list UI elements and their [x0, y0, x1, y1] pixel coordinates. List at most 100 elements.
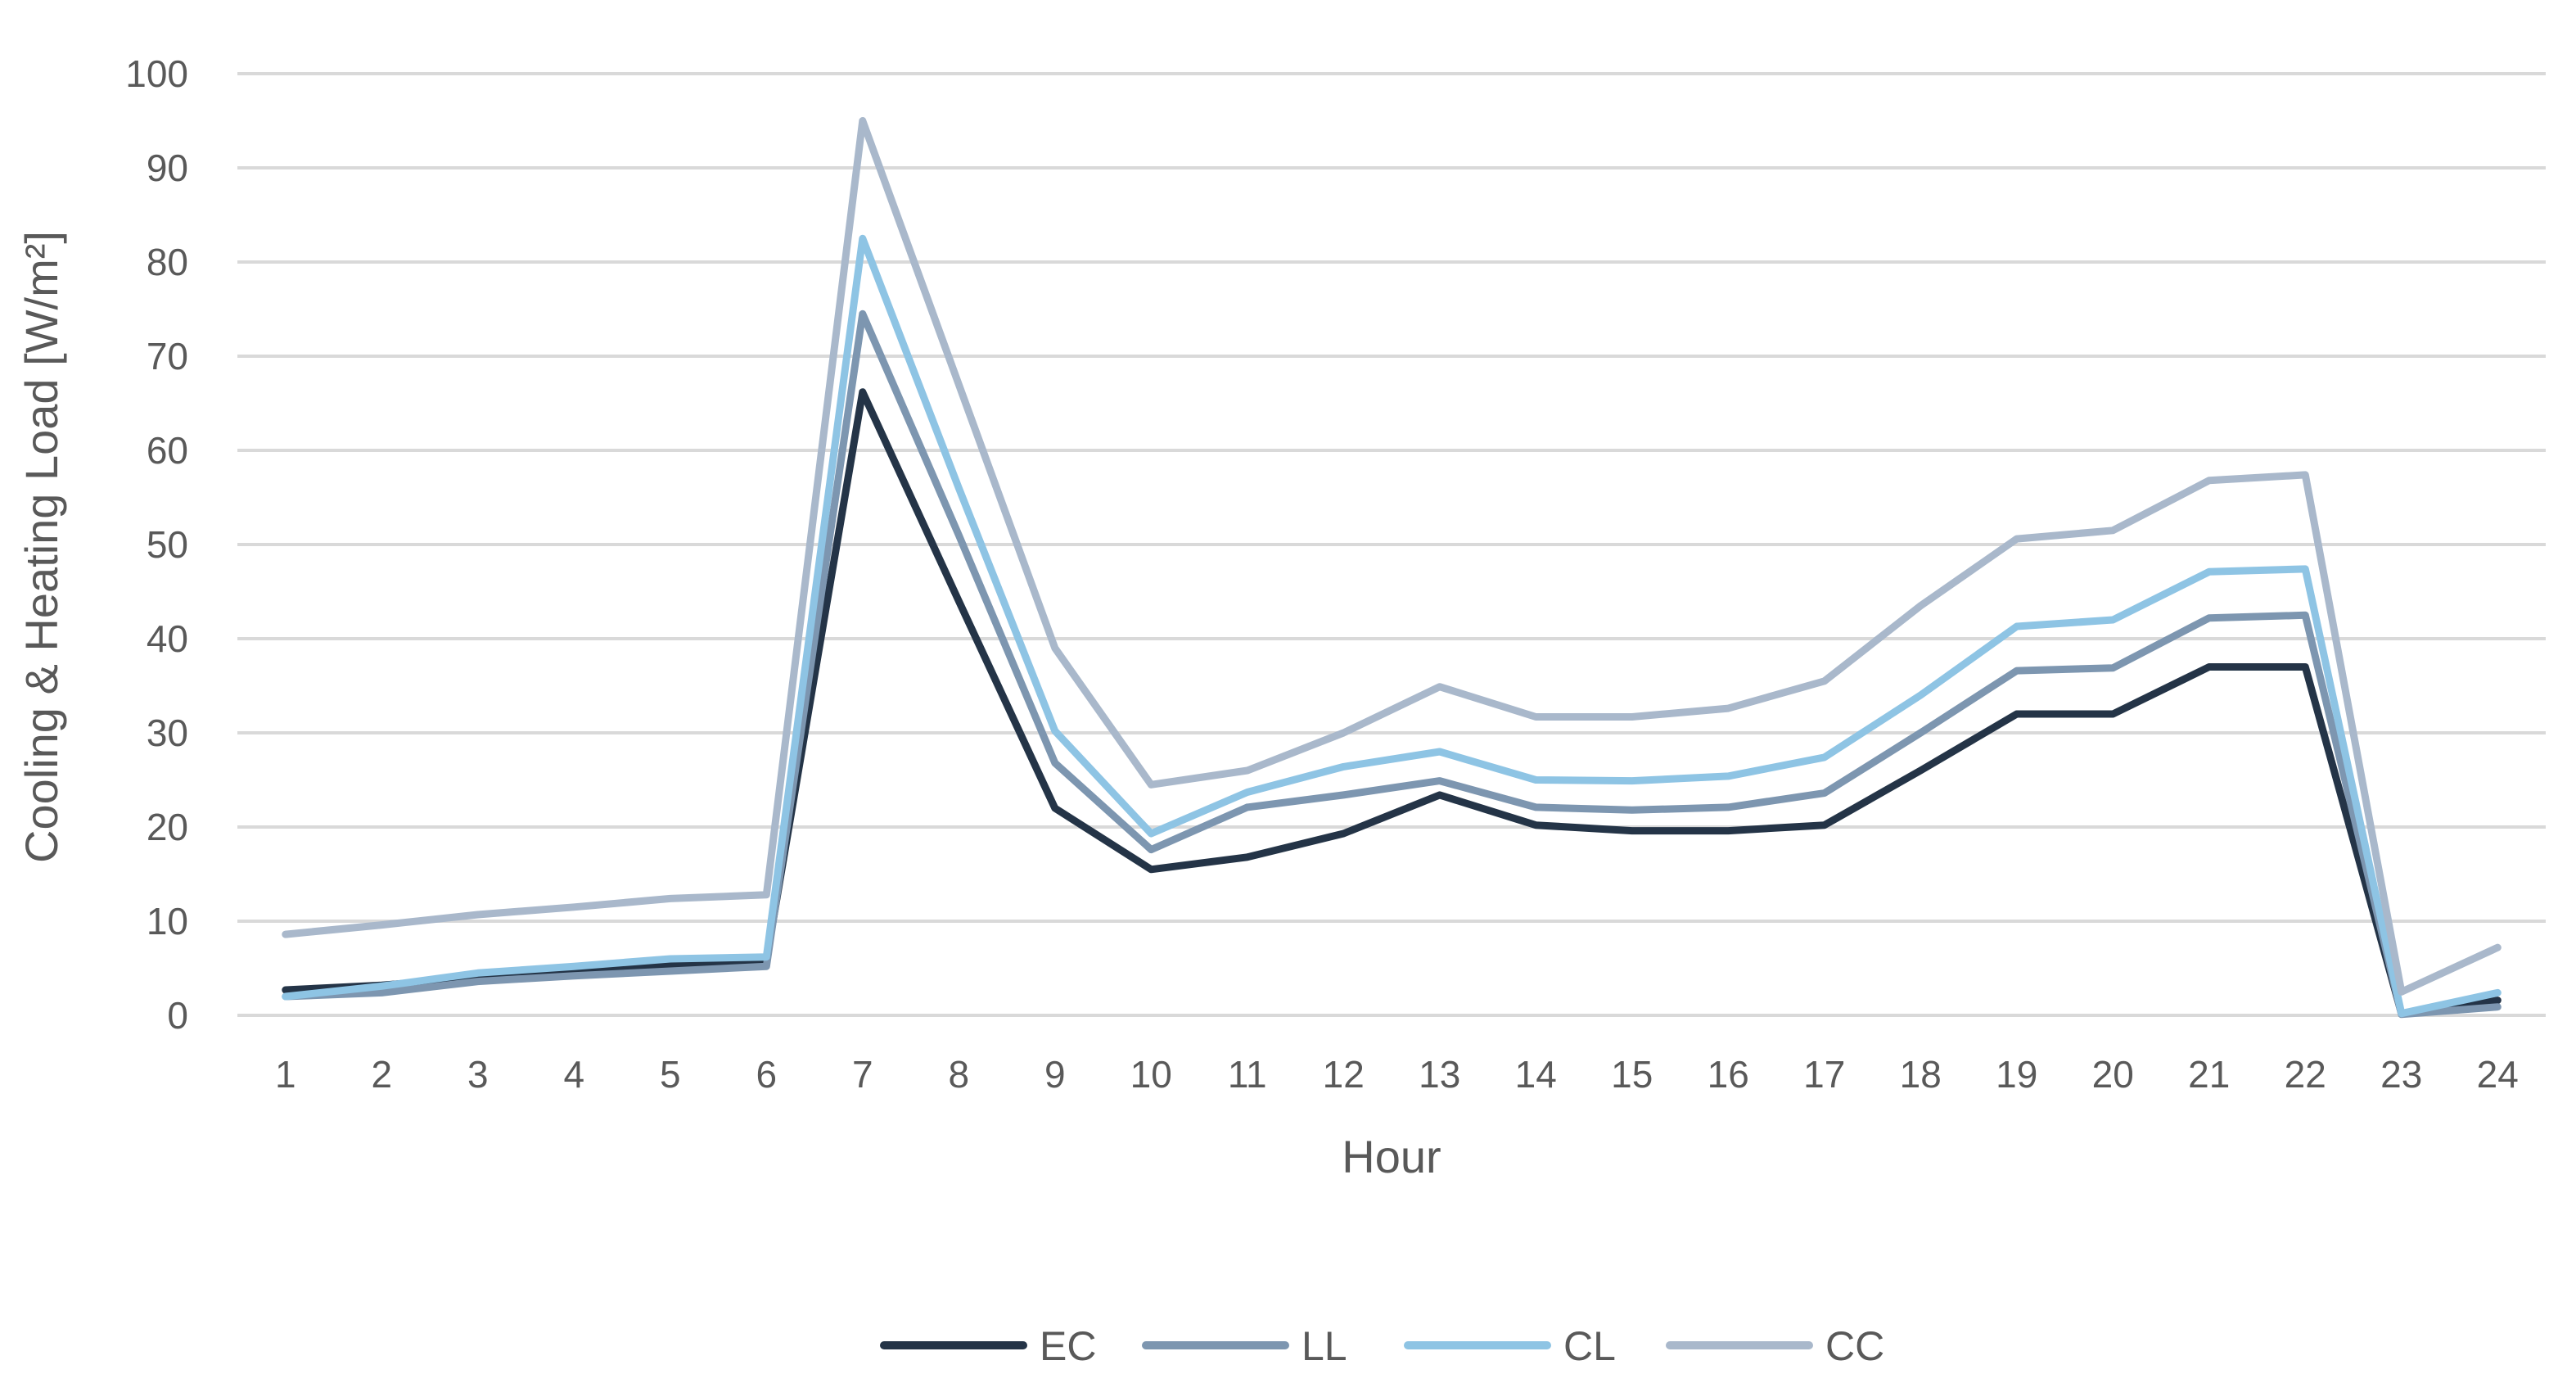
x-tick-label: 14: [1515, 1053, 1557, 1096]
data-point-ec: [2304, 667, 2306, 668]
y-tick-label: 70: [147, 335, 188, 377]
data-point-cc: [1920, 605, 1921, 607]
x-tick-label: 24: [2477, 1053, 2519, 1096]
data-point-cl: [1342, 766, 1344, 767]
data-point-ll: [2208, 617, 2210, 619]
data-point-cc: [381, 924, 382, 926]
legend-label: LL: [1302, 1323, 1347, 1369]
data-point-cl: [477, 972, 479, 974]
data-point-cc: [2497, 947, 2498, 948]
y-tick-label: 0: [167, 994, 188, 1037]
y-tick-label: 50: [147, 523, 188, 566]
data-point-ll: [2112, 667, 2114, 669]
data-point-cc: [862, 120, 864, 122]
x-tick-label: 2: [371, 1053, 392, 1096]
x-tick-label: 3: [467, 1053, 489, 1096]
data-point-ll: [1535, 807, 1536, 808]
data-point-cl: [2304, 568, 2306, 570]
data-point-ec: [1150, 869, 1152, 870]
data-point-cl: [2112, 619, 2114, 621]
legend-label: CL: [1563, 1323, 1616, 1369]
legend: EC LL CL CC: [880, 1323, 1884, 1369]
data-point-ll: [1727, 807, 1729, 808]
series-line-cc: [282, 117, 2502, 996]
data-point-cc: [670, 897, 671, 899]
legend-item-ll: LL: [1142, 1323, 1347, 1369]
data-point-ec: [1054, 807, 1056, 809]
x-tick-label: 11: [1228, 1053, 1267, 1096]
data-point-ll: [573, 975, 575, 977]
data-point-ec: [1247, 856, 1248, 858]
data-point-cl: [1054, 730, 1056, 732]
data-point-cc: [1054, 648, 1056, 649]
x-tick-label: 20: [2092, 1053, 2134, 1096]
data-point-ll: [862, 313, 864, 314]
data-point-ec: [862, 391, 864, 393]
gridlines: [237, 72, 2546, 1017]
data-point-ec: [958, 600, 959, 602]
x-tick-label: 7: [852, 1053, 873, 1096]
data-point-ec: [1439, 794, 1441, 796]
data-point-cc: [2016, 538, 2018, 540]
data-point-cl: [1920, 694, 1921, 696]
data-point-ll: [381, 992, 382, 993]
data-point-cl: [765, 956, 767, 958]
data-point-ll: [1631, 809, 1633, 811]
data-point-cl: [670, 958, 671, 960]
data-point-ll: [1150, 849, 1152, 851]
data-point-cc: [285, 933, 286, 935]
legend-item-ec: EC: [880, 1323, 1096, 1369]
data-point-ec: [1342, 833, 1344, 834]
x-tick-label: 22: [2285, 1053, 2326, 1096]
data-point-cl: [573, 965, 575, 967]
data-point-ll: [670, 970, 671, 972]
data-point-cc: [573, 906, 575, 908]
series-line-ll: [282, 310, 2502, 1019]
legend-label: EC: [1040, 1323, 1096, 1369]
x-tick-label: 23: [2380, 1053, 2422, 1096]
data-point-cc: [1824, 680, 1825, 682]
series-line-cl: [282, 234, 2502, 1018]
data-point-cl: [958, 487, 959, 489]
x-tick-label: 18: [1900, 1053, 1942, 1096]
x-tick-label: 5: [660, 1053, 681, 1096]
x-tick-label: 6: [756, 1053, 777, 1096]
x-tick-label: 16: [1708, 1053, 1749, 1096]
data-point-ec: [1920, 770, 1921, 771]
x-tick-label: 17: [1803, 1053, 1845, 1096]
data-point-cc: [2112, 530, 2114, 531]
data-point-cc: [765, 894, 767, 896]
y-tick-label: 100: [125, 52, 188, 95]
data-point-cl: [862, 237, 864, 239]
data-point-cl: [285, 996, 286, 997]
data-point-ec: [2497, 1000, 2498, 1001]
series-lines: [282, 117, 2502, 1019]
data-point-ll: [1054, 762, 1056, 764]
y-tick-label: 80: [147, 241, 188, 283]
data-point-cl: [2401, 1013, 2402, 1015]
data-point-cc: [2304, 474, 2306, 476]
data-point-cl: [2016, 626, 2018, 627]
data-point-cc: [1727, 707, 1729, 709]
data-point-ec: [1631, 830, 1633, 832]
data-point-cc: [477, 914, 479, 915]
x-tick-label: 8: [948, 1053, 969, 1096]
data-point-ec: [2112, 713, 2114, 715]
data-point-ll: [958, 535, 959, 536]
data-point-ec: [1535, 825, 1536, 826]
data-point-ec: [2208, 667, 2210, 668]
data-point-cl: [1247, 791, 1248, 793]
data-point-ll: [477, 981, 479, 983]
data-point-cl: [1824, 757, 1825, 758]
data-point-cl: [1439, 751, 1441, 752]
x-tick-label: 21: [2188, 1053, 2230, 1096]
x-tick-label: 19: [1996, 1053, 2037, 1096]
data-point-ll: [1342, 794, 1344, 796]
data-point-ll: [2016, 670, 2018, 671]
data-point-cl: [381, 985, 382, 987]
x-tick-label: 12: [1323, 1053, 1365, 1096]
data-point-cl: [2497, 992, 2498, 993]
data-point-cc: [2208, 480, 2210, 481]
